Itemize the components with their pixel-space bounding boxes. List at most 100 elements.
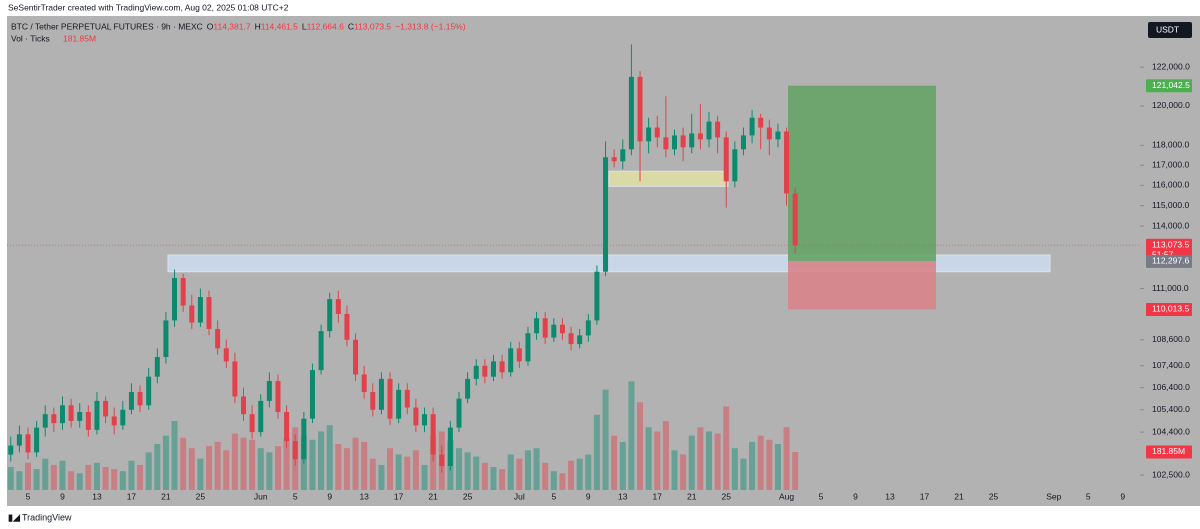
ohlc-key: L: [302, 21, 307, 31]
position-target: [788, 85, 936, 262]
volume-bar: [714, 433, 721, 490]
x-tick-label: 17: [920, 491, 930, 501]
candle-body: [301, 418, 307, 460]
candle-body: [784, 131, 790, 194]
volume-bar: [318, 431, 325, 490]
legend-text: BTC / Tether PERPETUAL FUTURES · 9h · ME…: [11, 21, 203, 31]
volume-bar: [619, 441, 626, 490]
footer-brand: TradingView: [22, 512, 72, 522]
candle-body: [663, 137, 669, 150]
currency-badge: [1148, 22, 1192, 38]
volume-bar: [257, 448, 264, 490]
volume-bar: [197, 458, 204, 490]
candle-body: [387, 378, 393, 419]
candle-body: [16, 434, 22, 446]
candle-body: [215, 328, 221, 349]
volume-bar: [576, 458, 583, 490]
x-tick-label: 5: [293, 491, 298, 501]
candle-body: [103, 400, 109, 417]
candle-body: [749, 117, 755, 136]
volume-bar: [628, 381, 635, 490]
candle-body: [94, 400, 100, 430]
candle-body: [689, 133, 695, 148]
price-label: 110,013.5: [1152, 304, 1189, 314]
candle-body: [766, 127, 772, 140]
candle-body: [723, 137, 729, 182]
volume-bar: [731, 448, 738, 490]
volume-bar: [533, 448, 540, 490]
volume-title: Vol · Ticks: [11, 33, 50, 43]
y-tick-label: 120,000.0: [1152, 100, 1190, 110]
candle-body: [378, 378, 384, 410]
y-tick-label: 118,000.0: [1152, 140, 1189, 150]
candle-body: [361, 374, 367, 393]
candle-body: [266, 381, 272, 401]
x-tick-label: 9: [853, 491, 858, 501]
volume-bar: [266, 452, 273, 490]
price-label-box: [1146, 254, 1192, 268]
x-tick-label: 9: [327, 491, 332, 501]
candle-body: [620, 149, 626, 162]
volume-bar: [188, 448, 195, 490]
x-tick-label: 17: [653, 491, 663, 501]
volume-bar: [128, 460, 135, 490]
volume-bar: [378, 464, 385, 490]
volume-bar: [274, 446, 281, 490]
candle-body: [516, 348, 522, 362]
x-tick-label: Aug: [779, 491, 794, 501]
candle-body: [697, 133, 703, 140]
candle-body: [628, 76, 634, 150]
volume-bar: [145, 452, 152, 490]
x-tick-label: Sep: [1046, 491, 1061, 501]
legend-text: 114,461.5: [261, 21, 298, 31]
x-tick-label: 9: [60, 491, 65, 501]
candle-body: [128, 392, 134, 410]
volume-bar: [654, 431, 661, 490]
candle-body: [577, 335, 583, 345]
volume-bar: [240, 437, 247, 490]
ohlc-key: H: [255, 21, 261, 31]
volume-bar: [231, 433, 238, 490]
volume-bar: [326, 425, 333, 490]
volume-bar: [361, 441, 368, 490]
candle-body: [551, 324, 557, 338]
volume-bar: [206, 446, 213, 490]
legend-text: 112,664.6: [307, 21, 344, 31]
candle-body: [180, 278, 186, 306]
candle-body: [8, 445, 14, 455]
x-tick-label: 13: [885, 491, 895, 501]
candle-body: [396, 389, 402, 419]
ohlc-key: O: [207, 21, 214, 31]
volume-bar: [171, 421, 178, 490]
volume-bar: [473, 456, 480, 490]
volume-bar: [154, 444, 161, 490]
x-tick-label: 25: [989, 491, 999, 501]
volume-bar: [25, 462, 31, 490]
volume-bar: [464, 452, 471, 490]
candle-body: [51, 414, 57, 424]
candle-body: [197, 296, 203, 323]
volume-bar: [137, 464, 144, 490]
candle-body: [146, 376, 152, 406]
x-tick-label: 5: [551, 491, 556, 501]
volume-bar: [249, 439, 256, 490]
candle-body: [120, 409, 126, 426]
volume-bar: [507, 454, 514, 490]
candle-body: [447, 427, 453, 466]
volume-bar: [705, 431, 712, 490]
volume-bar: [369, 458, 376, 490]
x-tick-label: 21: [161, 491, 171, 501]
volume-bar: [76, 473, 83, 490]
candle-body: [370, 392, 376, 410]
volume-bar: [499, 469, 506, 490]
candle-body: [439, 454, 445, 466]
x-tick-label: 21: [954, 491, 964, 501]
volume-bar: [59, 460, 66, 490]
y-tick-label: 116,000.0: [1152, 180, 1189, 190]
volume-bar: [93, 462, 100, 490]
volume-bar: [102, 467, 109, 490]
candle-body: [413, 407, 419, 426]
candle-body: [68, 405, 74, 421]
x-tick-label: 21: [687, 491, 697, 501]
candle-body: [775, 131, 781, 140]
